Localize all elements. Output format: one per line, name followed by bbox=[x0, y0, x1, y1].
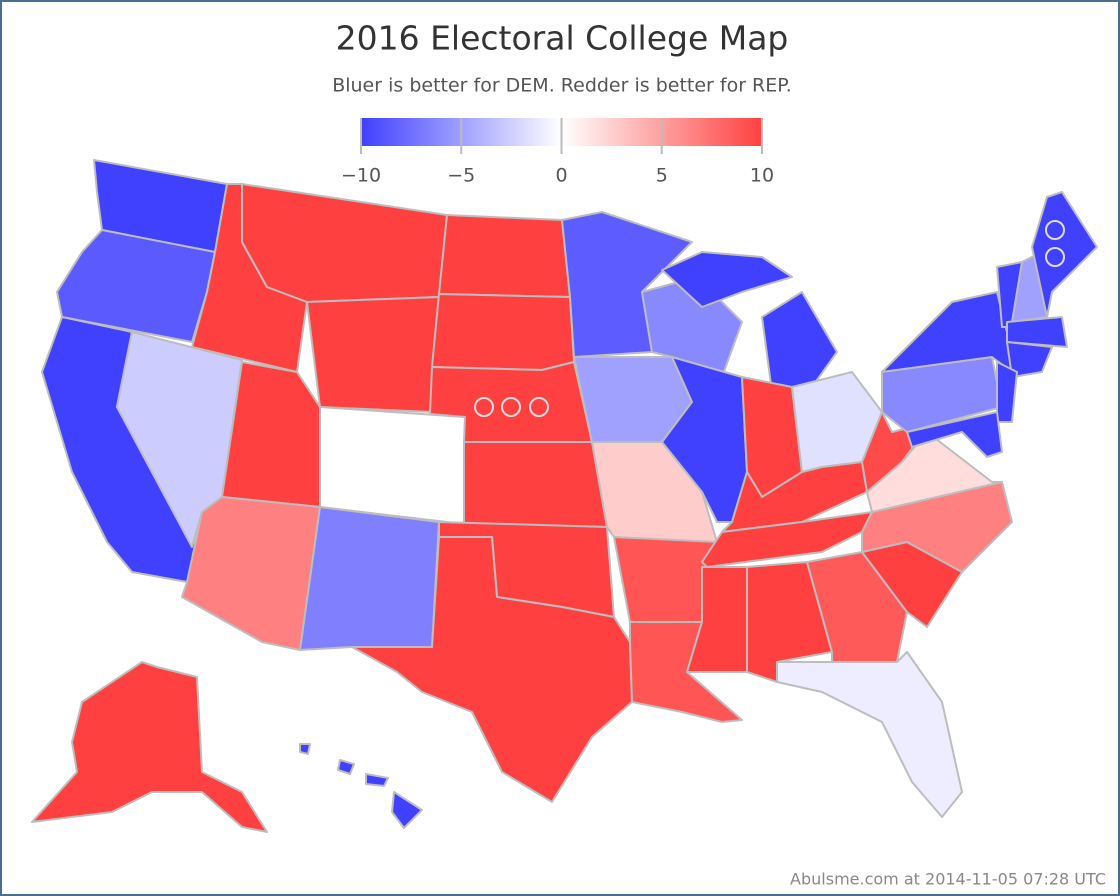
district-marker bbox=[501, 397, 521, 417]
district-marker bbox=[1045, 220, 1065, 240]
state bbox=[299, 506, 440, 651]
tick-label: 10 bbox=[750, 165, 774, 187]
tick-label: 0 bbox=[555, 165, 567, 187]
state bbox=[996, 361, 1018, 423]
state bbox=[1006, 316, 1068, 348]
state bbox=[761, 291, 838, 393]
state bbox=[337, 759, 355, 775]
us-map bbox=[31, 159, 1098, 833]
state bbox=[906, 411, 1003, 458]
state bbox=[391, 791, 423, 829]
state bbox=[776, 651, 963, 818]
state bbox=[431, 293, 575, 371]
state bbox=[306, 296, 440, 413]
state bbox=[181, 496, 321, 651]
subtitle: Bluer is better for DEM. Redder is bette… bbox=[332, 75, 792, 97]
state bbox=[31, 661, 268, 833]
state bbox=[319, 406, 466, 525]
state bbox=[241, 183, 448, 303]
state bbox=[438, 214, 571, 298]
state bbox=[463, 441, 608, 528]
state bbox=[661, 251, 793, 308]
state bbox=[299, 743, 311, 755]
state bbox=[365, 773, 389, 787]
tick-label: −5 bbox=[447, 165, 475, 187]
color-legend: −10 −5 0 5 10 bbox=[341, 118, 774, 187]
title: 2016 Electoral College Map bbox=[336, 19, 789, 58]
footer: Abulsme.com at 2014-11-05 07:28 UTC bbox=[790, 870, 1106, 889]
district-marker bbox=[529, 397, 549, 417]
district-marker bbox=[474, 397, 494, 417]
district-markers bbox=[474, 220, 1065, 417]
tick-label: −10 bbox=[341, 165, 381, 187]
district-marker bbox=[1045, 247, 1065, 267]
state bbox=[861, 481, 1013, 573]
state bbox=[1006, 341, 1053, 378]
tick-label: 5 bbox=[656, 165, 668, 187]
